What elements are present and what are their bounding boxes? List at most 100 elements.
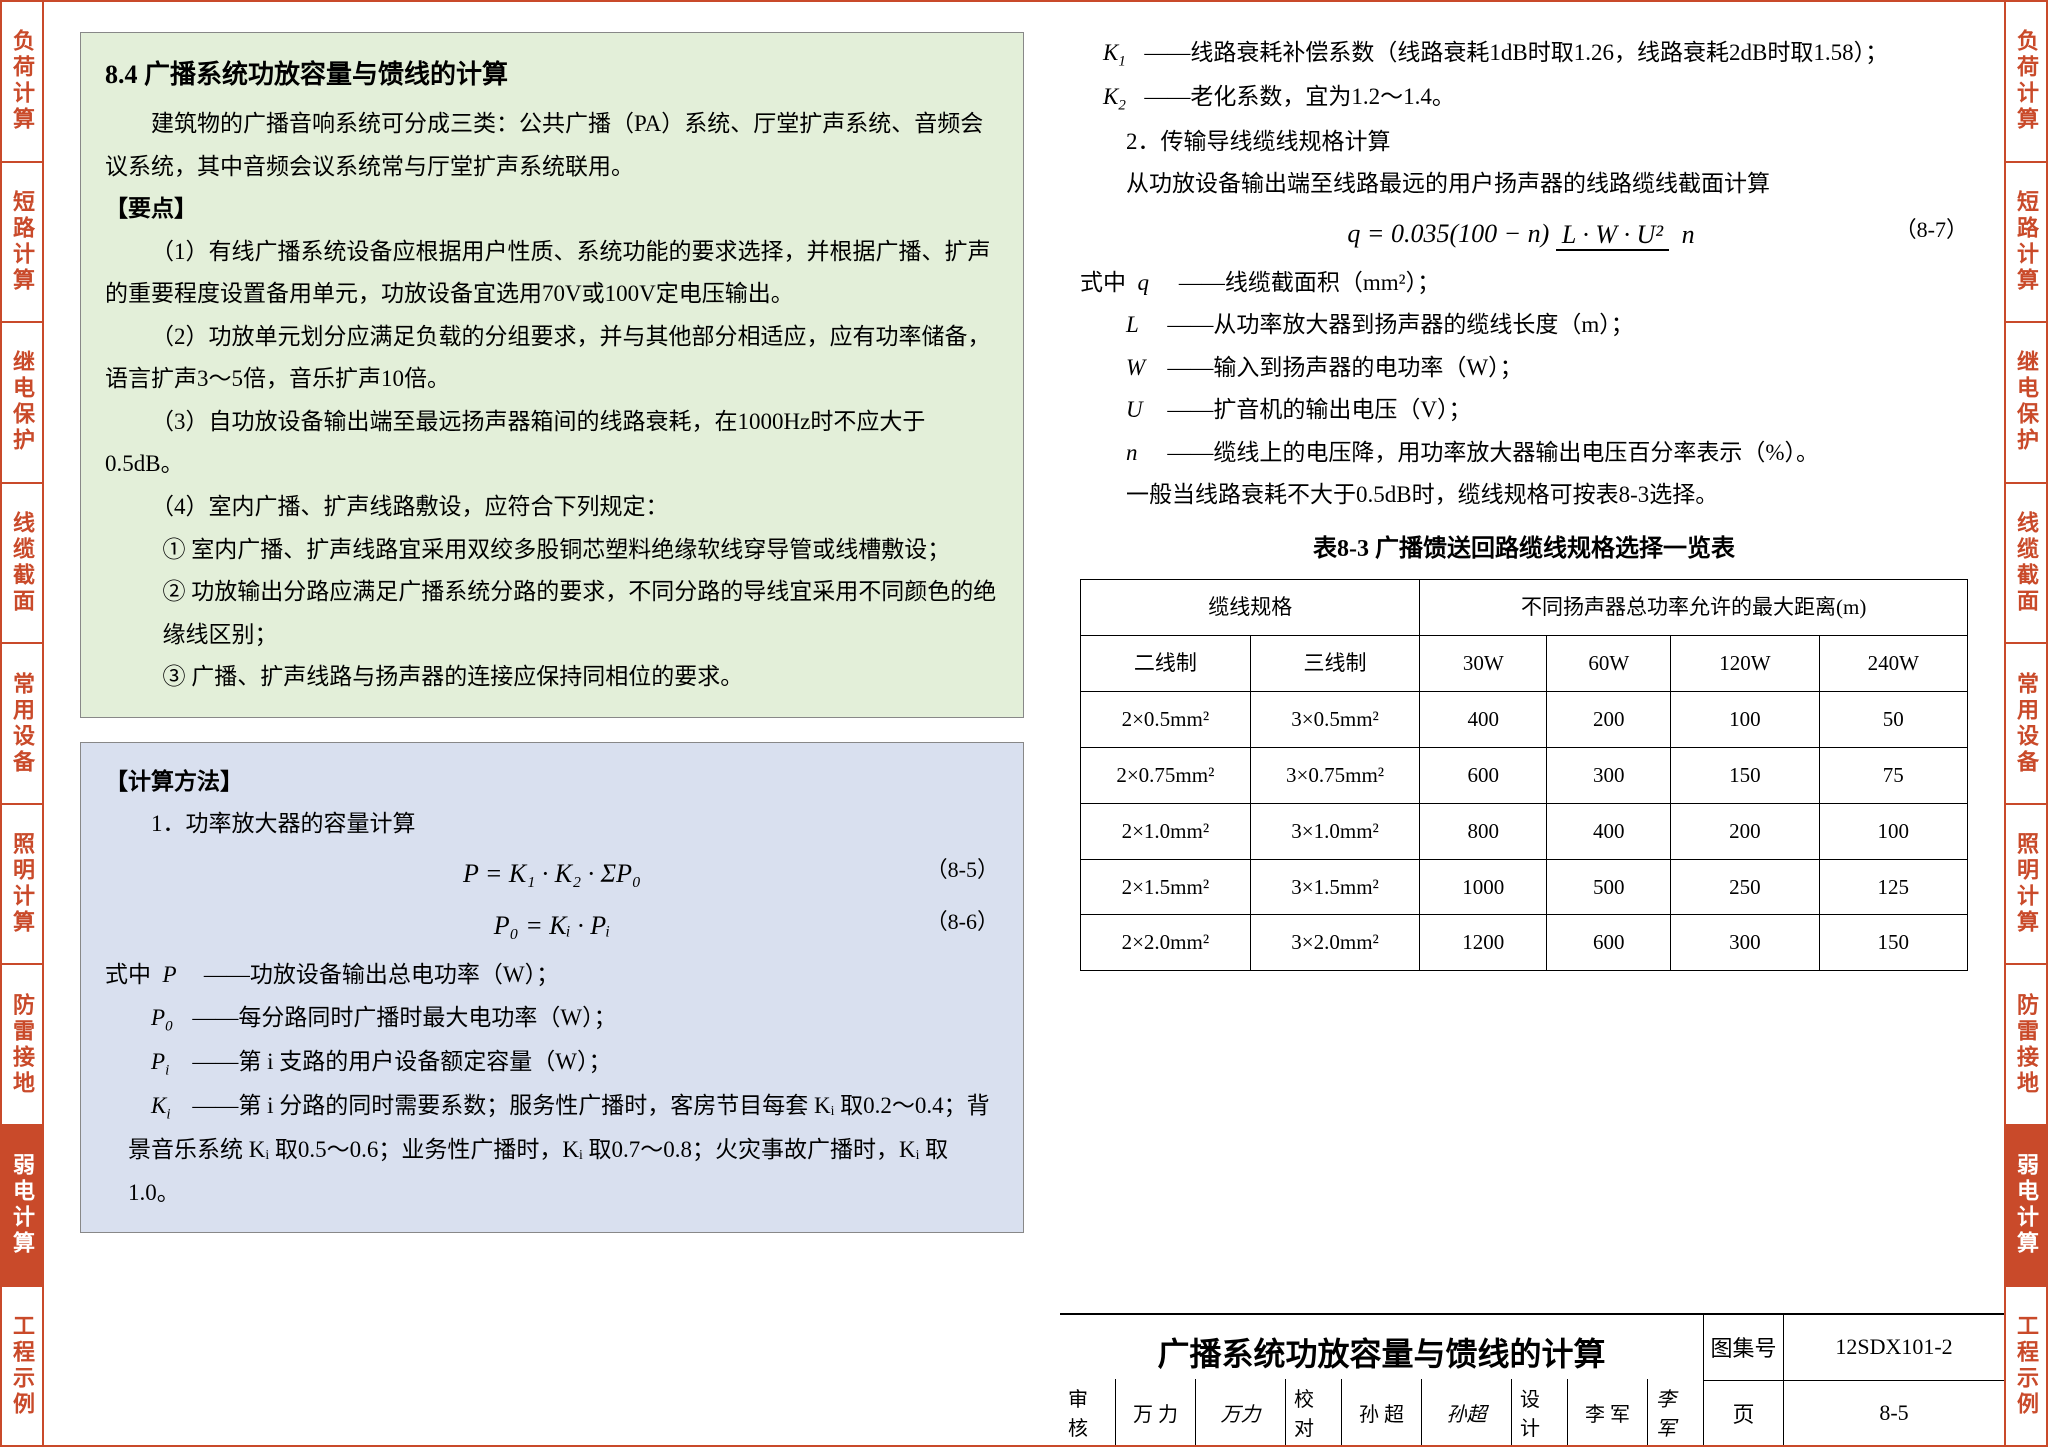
page-number: 8-5 — [1784, 1381, 2004, 1446]
calc-s2-desc: 从功放设备输出端至线路最远的用户扬声器的线路缆线截面计算 — [1080, 163, 1968, 206]
right-column: K1——线路衰耗补偿系数（线路衰耗1dB时取1.26，线路衰耗2dB时取1.58… — [1060, 2, 2004, 1313]
where-Pi: Pi——第 i 支路的用户设备额定容量（W）； — [105, 1041, 999, 1085]
th-col: 120W — [1671, 636, 1819, 692]
table-cell: 2×1.5mm² — [1081, 859, 1251, 915]
point-4c: ③ 广播、扩声线路与扬声器的连接应保持同相位的要求。 — [105, 656, 999, 699]
table-cell: 400 — [1420, 692, 1547, 748]
table-cell: 300 — [1671, 915, 1819, 971]
table-cell: 600 — [1547, 915, 1671, 971]
where-K2: K2——老化系数，宜为1.2～1.4。 — [1080, 76, 1968, 120]
table-cell: 1000 — [1420, 859, 1547, 915]
eq-8-7-no: （8-7） — [1895, 210, 1968, 251]
cable-spec-table: 缆线规格 不同扬声器总功率允许的最大距离(m) 二线制三线制30W60W120W… — [1080, 579, 1968, 971]
table-cell: 100 — [1671, 692, 1819, 748]
set-label: 图集号 — [1704, 1315, 1784, 1380]
th-col: 三线制 — [1250, 636, 1420, 692]
section-title: 8.4 广播系统功放容量与馈线的计算 — [105, 51, 999, 99]
where-Ki: Ki——第 i 分路的同时需要系数；服务性广播时，客房节目每套 Kᵢ 取0.2～… — [105, 1085, 999, 1214]
tab-6[interactable]: 防雷接地 — [2006, 965, 2046, 1126]
points-heading: 【要点】 — [105, 188, 999, 231]
where-n: n——缆线上的电压降，用功率放大器输出电压百分率表示（%）。 — [1080, 432, 1968, 475]
review-label: 审核 — [1060, 1379, 1116, 1445]
table-cell: 150 — [1819, 915, 1967, 971]
table-cell: 75 — [1819, 747, 1967, 803]
table-cell: 1200 — [1420, 915, 1547, 971]
section-number: 8.4 — [105, 60, 138, 89]
where-label-r: 式中 q——线缆截面积（mm²）； — [1080, 262, 1968, 305]
title-meta: 图集号 12SDX101-2 页 8-5 — [1704, 1315, 2004, 1445]
note-text: 一般当线路衰耗不大于0.5dB时，缆线规格可按表8-3选择。 — [1080, 474, 1968, 517]
design-sign: 李军 — [1648, 1379, 1703, 1445]
point-4: （4）室内广播、扩声线路敷设，应符合下列规定： — [105, 486, 999, 529]
key-points-box: 8.4 广播系统功放容量与馈线的计算 建筑物的广播音响系统可分成三类：公共广播（… — [80, 32, 1024, 718]
table-cell: 125 — [1819, 859, 1967, 915]
tab-6[interactable]: 防雷接地 — [2, 965, 42, 1126]
eq-8-6-body: P₀ = Kᵢ · Pᵢ — [494, 911, 610, 940]
table-row: 2×0.75mm²3×0.75mm²60030015075 — [1081, 747, 1968, 803]
tab-7[interactable]: 弱电计算 — [2006, 1126, 2046, 1287]
table-row: 2×0.5mm²3×0.5mm²40020010050 — [1081, 692, 1968, 748]
table-cell: 3×1.0mm² — [1250, 803, 1420, 859]
tab-8[interactable]: 工程示例 — [2, 1287, 42, 1446]
table-cell: 200 — [1547, 692, 1671, 748]
tab-7[interactable]: 弱电计算 — [2, 1126, 42, 1287]
formula-8-7: q = 0.035(100 − n) L · W · U² n （8-7） — [1080, 210, 1968, 258]
review-name: 万 力 — [1116, 1379, 1196, 1445]
table-cell: 250 — [1671, 859, 1819, 915]
tab-1[interactable]: 短路计算 — [2006, 163, 2046, 324]
calc-s1: 1．功率放大器的容量计算 — [105, 803, 999, 846]
design-name: 李 军 — [1568, 1379, 1648, 1445]
table-cell: 2×0.5mm² — [1081, 692, 1251, 748]
tab-4[interactable]: 常用设备 — [2, 644, 42, 805]
tab-5[interactable]: 照明计算 — [2, 805, 42, 966]
tab-0[interactable]: 负荷计算 — [2006, 2, 2046, 163]
check-name: 孙 超 — [1342, 1379, 1422, 1445]
table-cell: 50 — [1819, 692, 1967, 748]
table-cell: 3×2.0mm² — [1250, 915, 1420, 971]
tab-4[interactable]: 常用设备 — [2006, 644, 2046, 805]
point-4a: ① 室内广播、扩声线路宜采用双绞多股铜芯塑料绝缘软线穿导管或线槽敷设； — [105, 529, 999, 572]
calc-method-box: 【计算方法】 1．功率放大器的容量计算 P = K₁ · K₂ · ΣP₀ （8… — [80, 742, 1024, 1234]
table-cell: 3×0.75mm² — [1250, 747, 1420, 803]
table-cell: 300 — [1547, 747, 1671, 803]
review-sign: 万力 — [1196, 1379, 1286, 1445]
design-label: 设计 — [1512, 1379, 1568, 1445]
tab-5[interactable]: 照明计算 — [2006, 805, 2046, 966]
signature-row: 审核 万 力 万力 校对 孙 超 孙超 设计 李 军 李军 — [1060, 1379, 1704, 1445]
point-1: （1）有线广播系统设备应根据用户性质、系统功能的要求选择，并根据广播、扩声的重要… — [105, 231, 999, 316]
table-cell: 400 — [1547, 803, 1671, 859]
check-sign: 孙超 — [1422, 1379, 1512, 1445]
tab-2[interactable]: 继电保护 — [2, 323, 42, 484]
table-cell: 2×1.0mm² — [1081, 803, 1251, 859]
where-label: 式中 P——功放设备输出总电功率（W）； — [105, 954, 999, 997]
th-col: 60W — [1547, 636, 1671, 692]
table-caption: 表8-3 广播馈送回路缆线规格选择一览表 — [1080, 527, 1968, 571]
tab-3[interactable]: 线缆截面 — [2006, 484, 2046, 645]
title-block: 广播系统功放容量与馈线的计算 审核 万 力 万力 校对 孙 超 孙超 设计 李 … — [1060, 1313, 2004, 1445]
th-col: 30W — [1420, 636, 1547, 692]
table-cell: 600 — [1420, 747, 1547, 803]
eq-8-6-num: （8-6） — [926, 902, 999, 943]
th-col: 240W — [1819, 636, 1967, 692]
table-cell: 3×0.5mm² — [1250, 692, 1420, 748]
tab-3[interactable]: 线缆截面 — [2, 484, 42, 645]
eq-8-5-num: （8-5） — [926, 850, 999, 891]
page-body: 8.4 广播系统功放容量与馈线的计算 建筑物的广播音响系统可分成三类：公共广播（… — [44, 0, 2004, 1447]
table-cell: 500 — [1547, 859, 1671, 915]
tab-1[interactable]: 短路计算 — [2, 163, 42, 324]
calc-heading: 【计算方法】 — [105, 761, 999, 804]
tab-0[interactable]: 负荷计算 — [2, 2, 42, 163]
eq-8-7-den: n — [1676, 220, 1701, 249]
where-W: W——输入到扬声器的电功率（W）； — [1080, 347, 1968, 390]
tab-2[interactable]: 继电保护 — [2006, 323, 2046, 484]
set-number: 12SDX101-2 — [1784, 1315, 2004, 1380]
page-label: 页 — [1704, 1381, 1784, 1446]
table-cell: 3×1.5mm² — [1250, 859, 1420, 915]
tab-8[interactable]: 工程示例 — [2006, 1287, 2046, 1446]
point-2: （2）功放单元划分应满足负载的分组要求，并与其他部分相适应，应有功率储备，语言扩… — [105, 316, 999, 401]
table-row: 2×1.5mm²3×1.5mm²1000500250125 — [1081, 859, 1968, 915]
eq-8-5-body: P = K₁ · K₂ · ΣP₀ — [463, 859, 641, 888]
where-L: L——从功率放大器到扬声器的缆线长度（m）； — [1080, 304, 1968, 347]
right-tab-column: 负荷计算短路计算继电保护线缆截面常用设备照明计算防雷接地弱电计算工程示例 — [2004, 0, 2048, 1447]
formula-8-5: P = K₁ · K₂ · ΣP₀ （8-5） — [105, 850, 999, 898]
